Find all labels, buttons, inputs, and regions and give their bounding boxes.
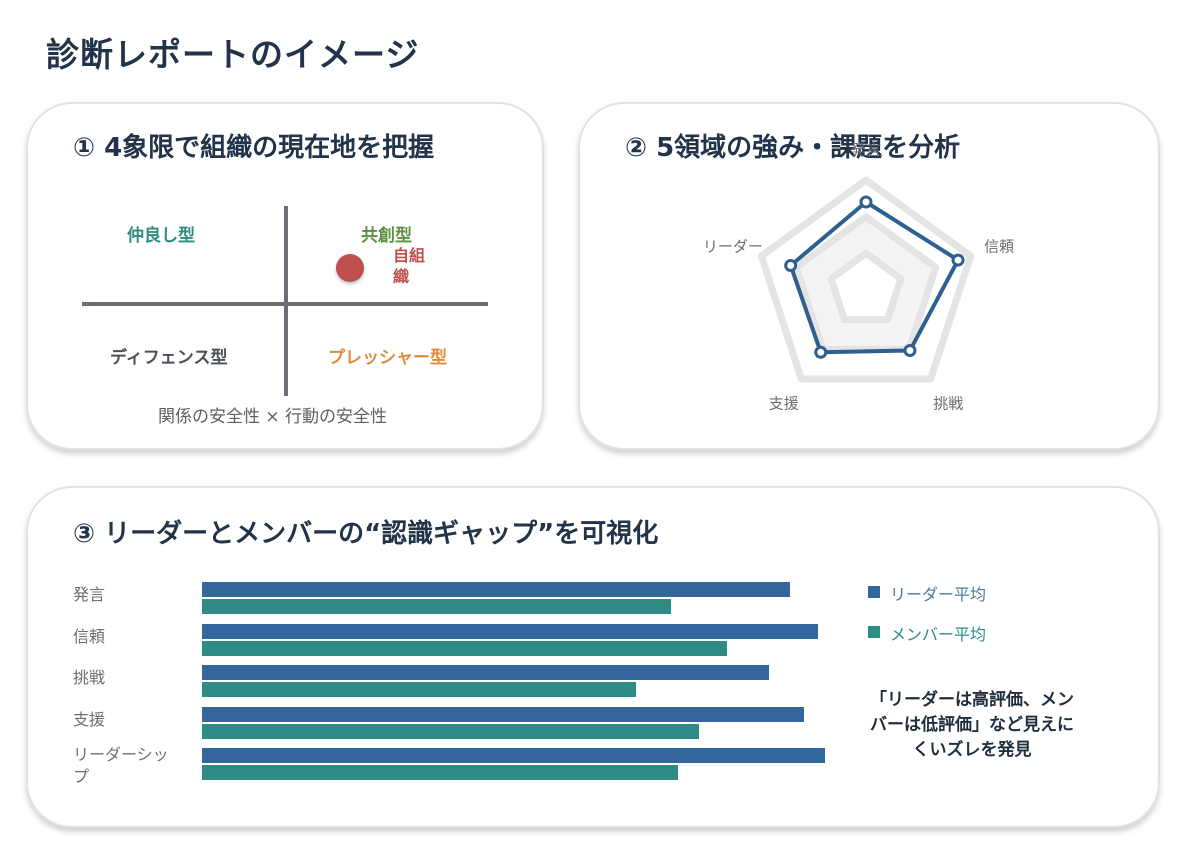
own-organization-marker bbox=[336, 254, 364, 282]
page-title: 診断レポートのイメージ bbox=[46, 35, 420, 74]
radar-point bbox=[903, 344, 917, 358]
quadrant-top-right-label: 共創型 bbox=[361, 226, 412, 246]
radar-axis-label: 信頼 bbox=[984, 238, 1014, 256]
quadrant-bottom-right-label: プレッシャー型 bbox=[328, 348, 447, 368]
radar-series-line bbox=[788, 200, 961, 355]
radar-grid-ring bbox=[827, 249, 905, 324]
gap-note: 「リーダーは高評価、メンバーは低評価」など見えにくいズレを発見 bbox=[870, 690, 1074, 760]
radar-axis-label: 挑戦 bbox=[933, 394, 963, 412]
quadrant-vertical-axis bbox=[284, 206, 288, 396]
radar-point bbox=[951, 253, 965, 267]
legend-leader-label: リーダー平均 bbox=[890, 585, 987, 604]
radar-axis-label: リーダー bbox=[703, 238, 763, 256]
legend-member-swatch bbox=[868, 626, 880, 638]
radar-point bbox=[814, 345, 828, 359]
gap-card-title: ③ リーダーとメンバーの“認識ギャップ”を可視化 bbox=[73, 519, 659, 549]
quadrant-card-title: ① 4象限で組織の現在地を把握 bbox=[73, 133, 435, 163]
radar-card-title: ② 5領域の強み・課題を分析 bbox=[625, 133, 961, 163]
quadrant-top-left-label: 仲良し型 bbox=[127, 226, 195, 246]
own-organization-label: 自組織 bbox=[393, 246, 426, 286]
legend-member-label: メンバー平均 bbox=[890, 625, 987, 644]
radar-point bbox=[784, 259, 798, 273]
radar-point bbox=[859, 195, 873, 209]
radar-axis-label: 支援 bbox=[769, 394, 799, 412]
legend-leader-swatch bbox=[868, 586, 880, 598]
radar-axis-label: 発言 bbox=[851, 141, 881, 159]
quadrant-axes-caption: 関係の安全性 × 行動の安全性 bbox=[158, 407, 388, 427]
quadrant-bottom-left-label: ディフェンス型 bbox=[110, 348, 228, 368]
